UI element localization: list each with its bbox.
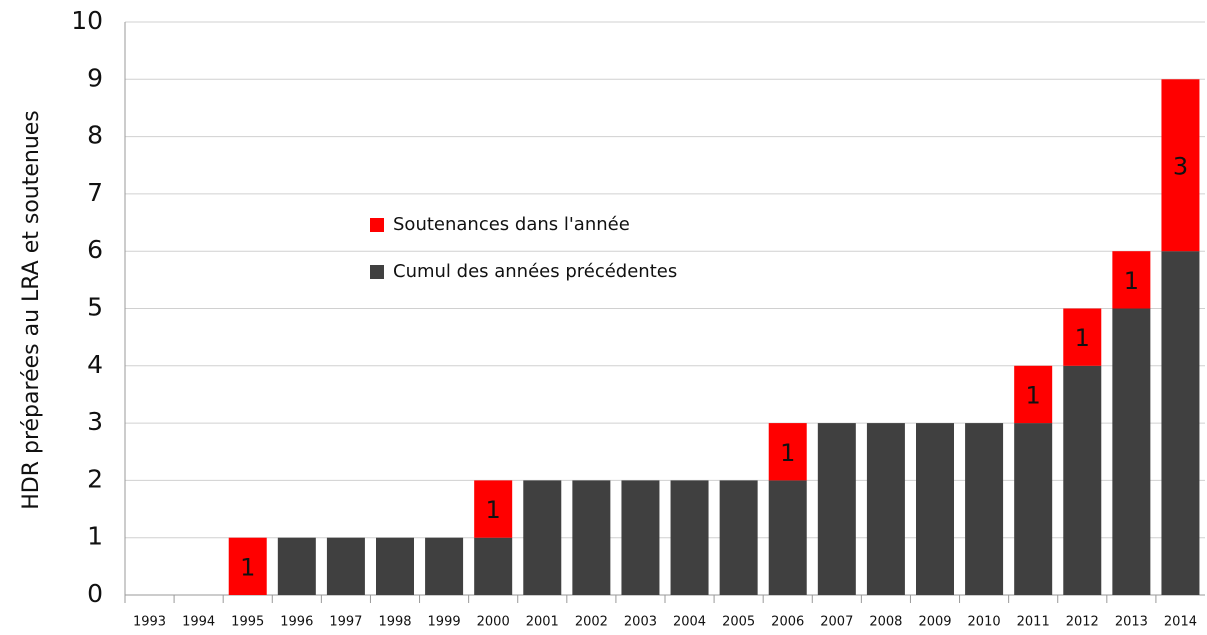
x-tick-label: 2012 (1066, 615, 1099, 630)
y-tick-label: 1 (87, 522, 103, 551)
x-tick-label: 2004 (673, 615, 706, 630)
bar-segment (621, 480, 660, 595)
y-tick-label: 2 (87, 464, 103, 493)
y-tick-label: 0 (87, 579, 103, 608)
x-tick-label: 1999 (428, 615, 461, 630)
x-tick-label: 2001 (526, 615, 559, 630)
y-tick-label: 9 (87, 63, 103, 92)
bar-segment (817, 423, 856, 595)
bar-segment (425, 537, 464, 595)
bar-segment (1112, 308, 1151, 595)
data-label: 1 (240, 553, 255, 581)
bar-segment (474, 537, 513, 595)
legend-label: Soutenances dans l'année (393, 214, 630, 235)
y-tick-label: 8 (87, 121, 103, 150)
y-tick-label: 3 (87, 407, 103, 436)
bar-segment (326, 537, 365, 595)
y-tick-label: 10 (71, 6, 103, 35)
data-label: 1 (1075, 324, 1090, 352)
bar-segment (277, 537, 316, 595)
bar-segment (1161, 251, 1200, 595)
x-tick-label: 2003 (624, 615, 657, 630)
bar-segment (376, 537, 414, 595)
data-label: 1 (780, 439, 795, 467)
bar-segment (965, 423, 1004, 595)
bar-segment (1014, 423, 1053, 595)
x-tick-label: 2011 (1017, 615, 1050, 630)
x-tick-label: 2014 (1164, 615, 1197, 630)
bar-segment (1063, 365, 1102, 595)
bar-segment (916, 423, 954, 595)
x-tick-label: 1998 (378, 615, 411, 630)
bar-segment (670, 480, 709, 595)
x-tick-label: 2006 (771, 615, 804, 630)
bar-segment (228, 537, 267, 595)
x-tick-label: 1997 (329, 615, 362, 630)
data-label: 3 (1173, 152, 1188, 180)
bar-segment (1161, 79, 1200, 252)
y-tick-label: 4 (87, 350, 103, 379)
x-tick-label: 2009 (918, 615, 951, 630)
y-tick-label: 7 (87, 178, 103, 207)
bar-segment (1014, 365, 1053, 424)
x-tick-label: 2007 (820, 615, 853, 630)
x-tick-label: 2010 (968, 615, 1001, 630)
y-tick-label: 6 (87, 235, 103, 264)
x-tick-label: 1993 (133, 615, 166, 630)
bar-segment (523, 480, 562, 595)
bar-segment (768, 423, 807, 481)
bar-segment (768, 480, 807, 595)
x-tick-label: 1995 (231, 615, 264, 630)
data-label: 1 (1124, 267, 1139, 295)
bar-segment (474, 480, 513, 538)
bar-segment (572, 480, 611, 595)
data-label: 1 (486, 496, 501, 524)
data-label: 1 (1026, 381, 1041, 409)
x-tick-label: 2013 (1115, 615, 1148, 630)
x-tick-label: 2000 (477, 615, 510, 630)
bar-segment (1112, 251, 1151, 309)
bar-segment (1063, 308, 1102, 366)
x-tick-label: 2008 (869, 615, 902, 630)
legend-swatch (370, 265, 384, 279)
bar-segment (866, 423, 905, 595)
legend-swatch (370, 218, 384, 232)
y-tick-label: 5 (87, 293, 103, 322)
x-tick-label: 2002 (575, 615, 608, 630)
y-axis-title: HDR préparées au LRA et soutenues (19, 110, 44, 510)
x-tick-label: 1994 (182, 615, 215, 630)
x-tick-label: 2005 (722, 615, 755, 630)
x-tick-label: 1996 (280, 615, 313, 630)
bar-segment (719, 480, 758, 595)
legend-label: Cumul des années précédentes (393, 261, 677, 282)
